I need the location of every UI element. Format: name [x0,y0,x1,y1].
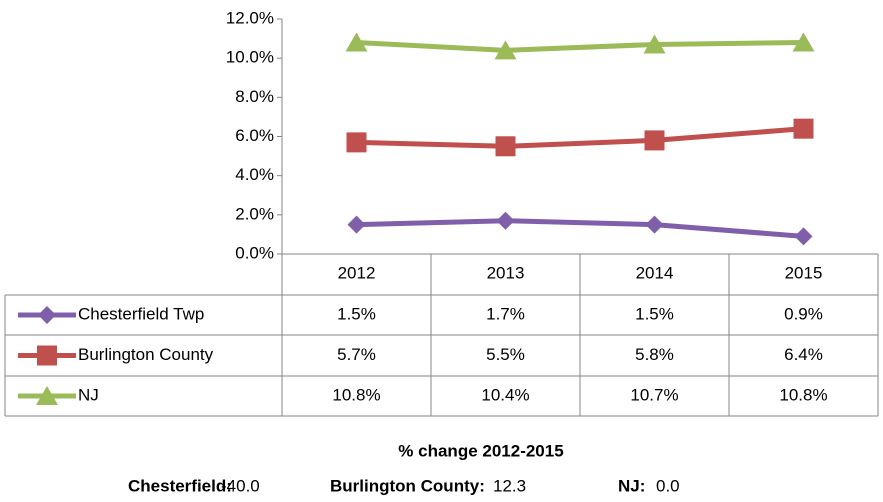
marker [345,32,368,52]
table-value: 10.4% [481,385,529,404]
table-value: 5.5% [486,345,525,364]
series-line [356,218,804,239]
marker [494,40,517,60]
y-tick-label: 6.0% [235,126,274,145]
table-value: 6.4% [784,345,823,364]
table-value: 10.8% [332,385,380,404]
footer-value: -40.0 [221,476,260,495]
legend-label: Burlington County [78,345,214,364]
marker [38,306,56,324]
table-value: 1.7% [486,304,525,323]
table-value: 5.7% [337,345,376,364]
marker [37,345,57,366]
footer-label: Chesterfield: [128,476,232,495]
table-value: 1.5% [337,304,376,323]
marker [645,215,664,234]
y-tick-label: 10.0% [226,48,274,67]
table-value: 5.8% [635,345,674,364]
y-tick-label: 12.0% [226,8,274,27]
x-tick-label: 2015 [785,263,823,282]
table-value: 10.7% [630,385,678,404]
marker [793,118,814,139]
x-tick-label: 2013 [487,263,525,282]
x-tick-label: 2012 [338,263,376,282]
footer-value: 0.0 [656,476,680,495]
table-value: 0.9% [784,304,823,323]
table-value: 1.5% [635,304,674,323]
y-tick-label: 0.0% [235,243,274,262]
x-tick-label: 2014 [636,263,674,282]
marker [346,132,367,153]
legend-label: NJ [78,385,99,404]
marker [496,211,515,230]
y-tick-label: 8.0% [235,87,274,106]
footer-label: NJ: [618,476,645,495]
marker [347,215,366,234]
series-line [356,126,804,149]
marker [643,34,666,54]
marker [495,136,516,157]
marker [794,227,813,246]
marker [644,130,665,151]
footer-label: Burlington County: [330,476,485,495]
marker [36,386,58,405]
footer-value: 12.3 [493,476,526,495]
marker [792,32,815,52]
legend-label: Chesterfield Twp [78,304,204,323]
y-tick-label: 2.0% [235,204,274,223]
y-tick-label: 4.0% [235,165,274,184]
footer-title: % change 2012-2015 [398,441,563,460]
series-line [356,40,804,53]
table-value: 10.8% [779,385,827,404]
